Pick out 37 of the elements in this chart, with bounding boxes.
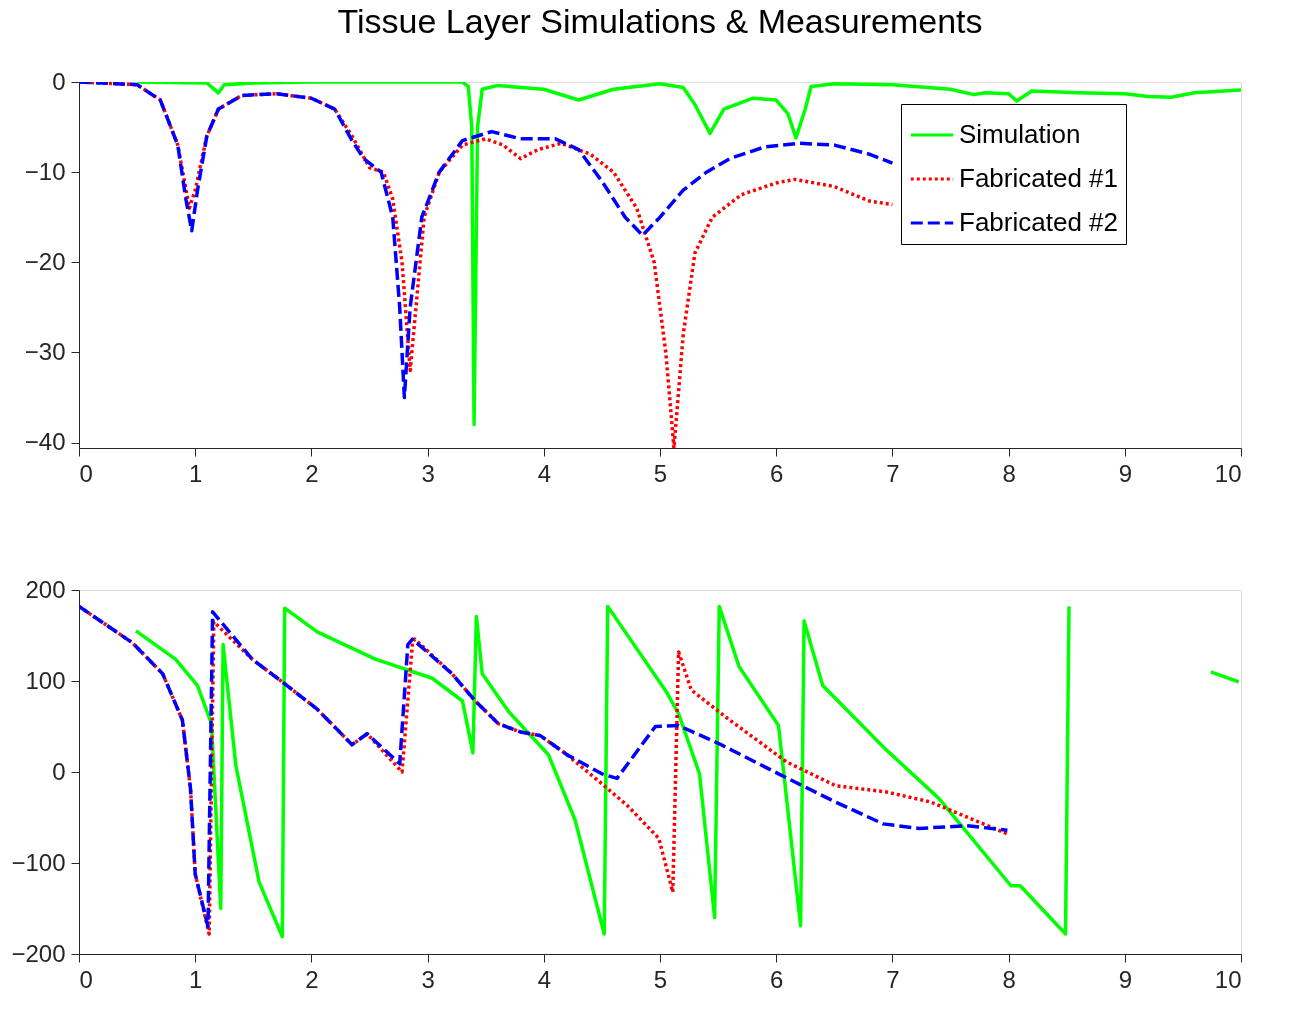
x-tick-label: 2: [305, 965, 319, 993]
legend-label: Fabricated #1: [959, 163, 1118, 193]
x-tick-label: 0: [79, 459, 93, 487]
x-tick-label: 0: [79, 965, 93, 993]
y-tick-label: 200: [25, 575, 66, 603]
x-tick-label: 1: [189, 459, 203, 487]
x-tick-label: 3: [421, 965, 435, 993]
y-tick-label: −20: [24, 247, 66, 275]
x-tick-label: 5: [653, 965, 668, 993]
x-tick-label: 1: [189, 965, 203, 993]
x-tick-label: 7: [886, 965, 900, 993]
x-tick-label: 5: [653, 459, 668, 487]
x-tick-label: 10: [1214, 459, 1242, 487]
line-series: [135, 82, 1241, 427]
y-tick-label: −100: [11, 848, 66, 876]
x-tick-label: 9: [1118, 459, 1132, 487]
legend-label: Simulation: [959, 119, 1081, 149]
x-tick-label: 2: [305, 459, 319, 487]
x-tick-label: 8: [1002, 965, 1016, 993]
legend-label: Fabricated #2: [959, 207, 1118, 237]
y-tick-label: −200: [11, 939, 66, 967]
y-tick-label: −10: [24, 157, 66, 185]
x-tick-label: 8: [1002, 459, 1016, 487]
y-tick-label: 0: [52, 67, 66, 95]
y-tick-label: 0: [52, 757, 66, 785]
y-tick-label: −30: [24, 337, 66, 365]
x-tick-label: 6: [770, 965, 784, 993]
x-tick-label: 6: [770, 459, 784, 487]
x-tick-label: 4: [537, 965, 551, 993]
chart-title: Tissue Layer Simulations & Measurements: [337, 2, 983, 40]
x-tick-label: 7: [886, 459, 900, 487]
y-tick-label: 100: [25, 666, 66, 694]
x-tick-label: 9: [1118, 965, 1132, 993]
x-tick-label: 4: [537, 459, 551, 487]
y-tick-label: −40: [24, 428, 66, 456]
x-tick-label: 3: [421, 459, 435, 487]
x-tick-label: 10: [1214, 965, 1242, 993]
